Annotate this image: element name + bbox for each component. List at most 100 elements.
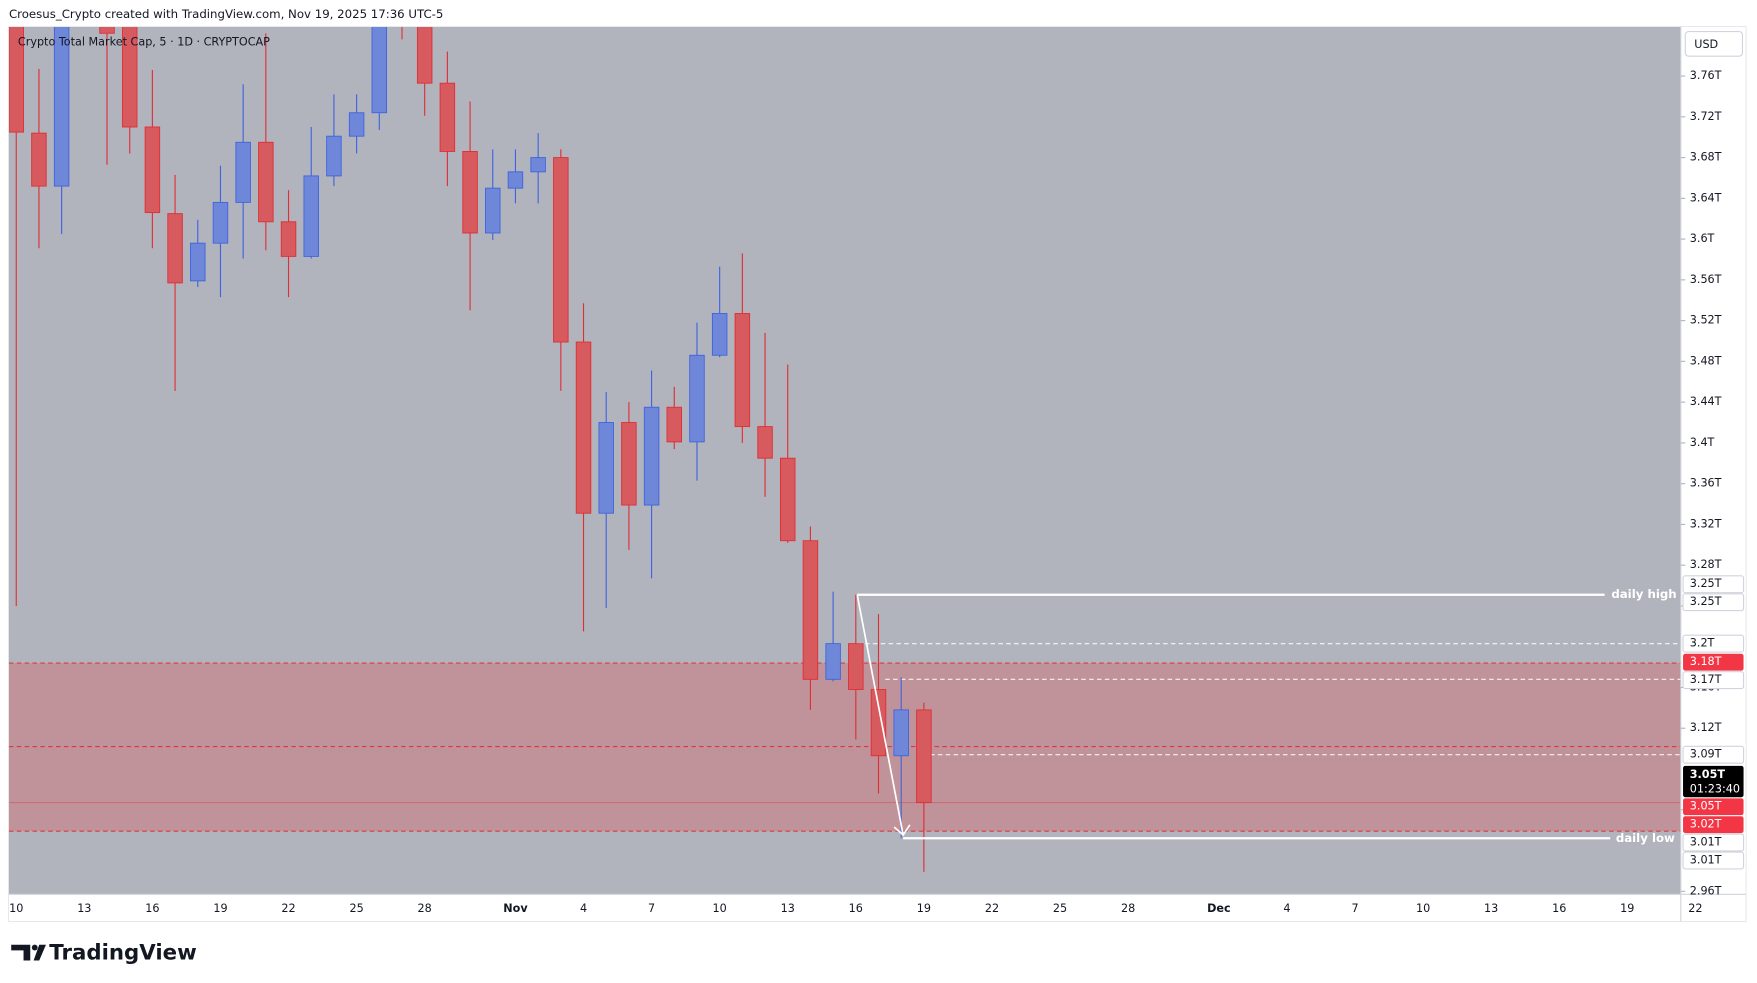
x-tick-label: 7 xyxy=(648,902,655,915)
candle-body xyxy=(802,540,819,680)
y-tick-label: 3.56T xyxy=(1690,273,1722,286)
candle-body xyxy=(870,689,887,757)
candle-body xyxy=(121,27,138,128)
chart-title: Crypto Total Market Cap, 5 · 1D · CRYPTO… xyxy=(18,36,270,49)
x-tick-label: 13 xyxy=(77,902,91,915)
candle-body xyxy=(371,27,388,114)
plot-background xyxy=(8,27,1681,895)
price-label-box xyxy=(1682,833,1745,852)
x-tick-label: 4 xyxy=(580,902,587,915)
candle-body xyxy=(99,27,115,34)
price-label-box xyxy=(1682,634,1745,653)
annotation: daily high xyxy=(1611,587,1676,601)
y-tick-label: 3.72T xyxy=(1690,110,1722,123)
brand: TradingView xyxy=(49,941,196,966)
x-tick-label: 22 xyxy=(1688,902,1702,915)
x-tick-label: 25 xyxy=(349,902,363,915)
candle-body xyxy=(439,82,456,152)
x-tick-label: 10 xyxy=(9,902,23,915)
y-tick-label: 3.68T xyxy=(1690,151,1722,164)
candle-body xyxy=(326,135,342,177)
x-tick-label: 19 xyxy=(917,902,931,915)
x-tick-label: 22 xyxy=(281,902,295,915)
candle-body xyxy=(258,141,274,223)
candle-body xyxy=(507,171,524,189)
x-tick-label: 28 xyxy=(1121,902,1135,915)
price-label: 3.02T xyxy=(1690,818,1722,831)
candle-body xyxy=(190,242,206,282)
x-tick-label: 16 xyxy=(849,902,863,915)
price-label-box xyxy=(1682,575,1745,594)
price-label-box xyxy=(1683,653,1744,671)
y-tick-label: 3.6T xyxy=(1690,232,1715,245)
candle-body xyxy=(848,643,864,690)
candle-body xyxy=(303,175,319,257)
candle-body xyxy=(689,354,705,443)
candle-body xyxy=(757,426,773,459)
time-axis xyxy=(8,894,1746,922)
candle-body xyxy=(167,213,183,284)
candle-body xyxy=(485,187,501,234)
candle-body xyxy=(348,112,365,137)
arrow-line xyxy=(856,594,904,836)
price-label-box xyxy=(1683,816,1744,834)
candle-body xyxy=(31,132,47,187)
candle-body xyxy=(780,457,796,542)
candle-body xyxy=(734,313,751,428)
y-tick-label: 3.76T xyxy=(1690,69,1722,82)
x-tick-label: 13 xyxy=(1484,902,1498,915)
candle-body xyxy=(711,313,728,356)
x-tick-label: 13 xyxy=(781,902,795,915)
currency-button[interactable] xyxy=(1684,30,1743,57)
x-tick-label: 28 xyxy=(418,902,432,915)
price-label-box xyxy=(1682,593,1745,612)
price-label: 3.2T xyxy=(1690,637,1715,650)
candle-body xyxy=(621,422,637,506)
price-label-box xyxy=(1682,671,1745,690)
price-label: 3.17T xyxy=(1690,673,1722,686)
candle-body xyxy=(598,422,614,514)
candle-body xyxy=(916,709,932,804)
x-tick-label: 10 xyxy=(713,902,727,915)
x-tick-label: 25 xyxy=(1053,902,1067,915)
x-tick-label: 7 xyxy=(1351,902,1358,915)
candle-body xyxy=(212,201,229,244)
candle-body xyxy=(144,126,161,214)
y-tick-label: 3.12T xyxy=(1690,721,1722,734)
y-tick-label: 2.96T xyxy=(1690,884,1722,897)
candle-body xyxy=(666,406,683,443)
x-tick-label: 19 xyxy=(1620,902,1634,915)
price-label: 3.25T xyxy=(1690,595,1722,608)
price-label-box xyxy=(1683,798,1744,816)
y-tick-label: 3.48T xyxy=(1690,354,1722,367)
candle-body xyxy=(553,157,569,343)
x-tick-label: 4 xyxy=(1283,902,1290,915)
arrow-head xyxy=(893,824,911,837)
candle-body xyxy=(53,27,70,187)
brand-logo xyxy=(11,944,46,961)
x-tick-label: Dec xyxy=(1207,902,1231,915)
currency[interactable]: USD xyxy=(1694,38,1718,51)
price-label-box xyxy=(1682,851,1745,870)
price-label: 3.25T xyxy=(1690,577,1722,590)
x-tick-label: 16 xyxy=(145,902,159,915)
y-tick-label: 3.36T xyxy=(1690,477,1722,490)
candle-body xyxy=(8,27,24,133)
y-tick-label: 3.64T xyxy=(1690,191,1722,204)
price-label-box xyxy=(1682,745,1745,764)
plot: daily high daily low xyxy=(8,27,1681,895)
y-tick-label: 3.28T xyxy=(1690,558,1722,571)
credit: Croesus_Crypto created with TradingView.… xyxy=(9,7,443,21)
price-label: 3.09T xyxy=(1690,748,1722,761)
y-tick-label: 3.44T xyxy=(1690,395,1722,408)
logo-dot xyxy=(31,944,38,951)
price-label: 3.05T xyxy=(1690,768,1726,781)
countdown: 01:23:40 xyxy=(1690,782,1740,795)
candle-body xyxy=(462,151,478,234)
x-tick-label: Nov xyxy=(503,902,528,915)
price-label: 3.05T xyxy=(1690,800,1722,813)
price-label-box xyxy=(1683,765,1744,798)
logo-icon xyxy=(11,944,46,961)
